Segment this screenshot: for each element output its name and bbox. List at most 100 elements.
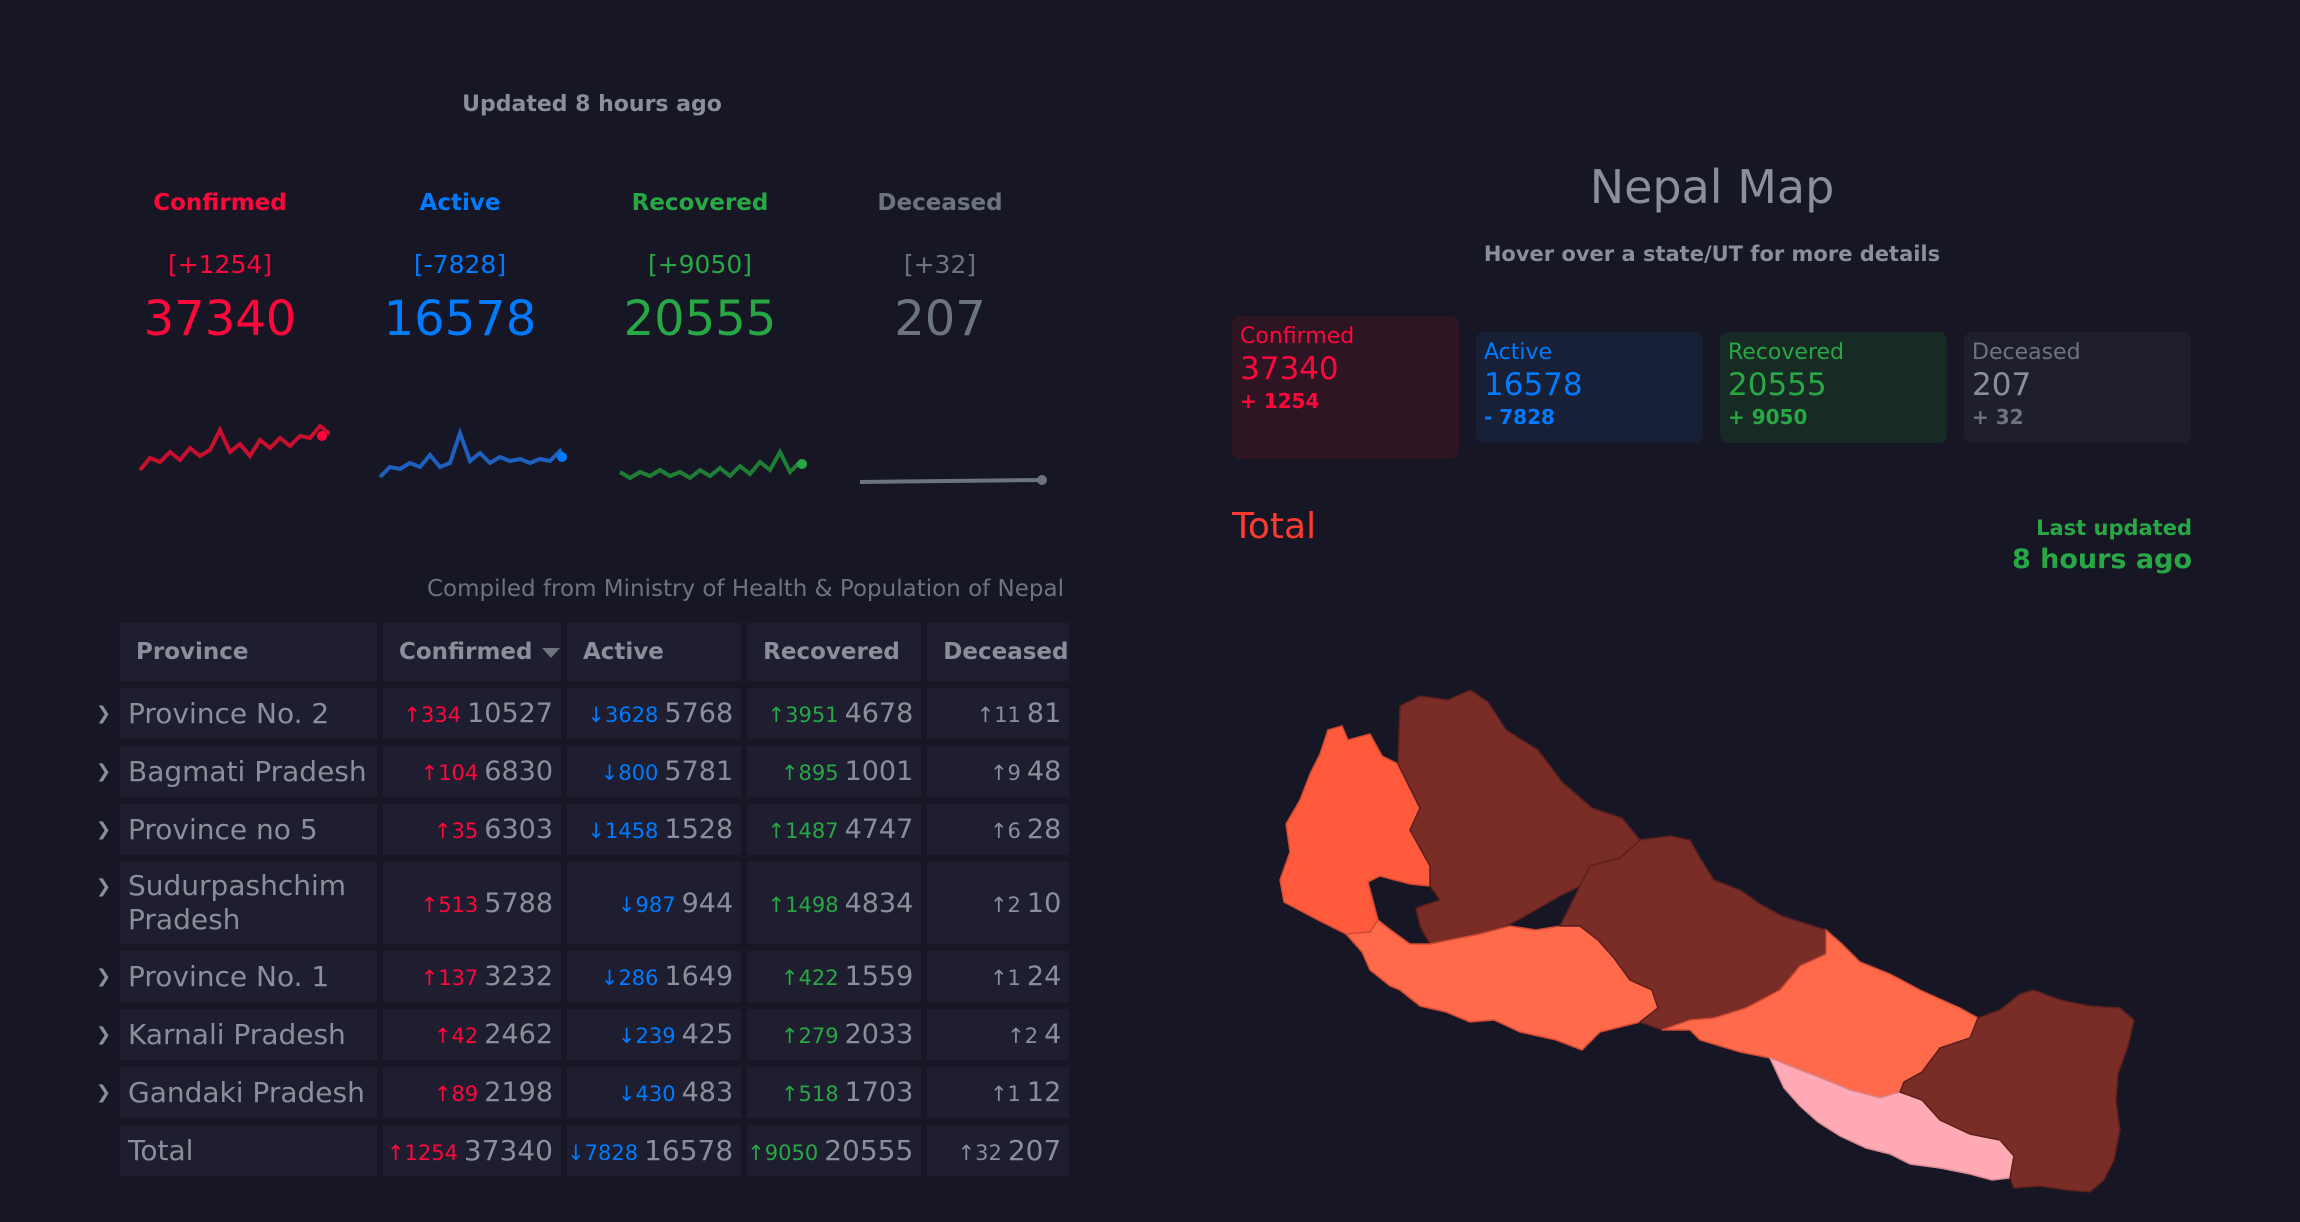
province-name[interactable]: ❯ Province No. 2 [96, 688, 377, 739]
province-1[interactable] [1899, 989, 2135, 1193]
level-deceased-label: Deceased [877, 190, 1003, 216]
map-stat-recovered-delta: + 9050 [1728, 405, 1808, 429]
level-confirmed-label: Confirmed [153, 190, 287, 216]
last-updated-value: 8 hours ago [2011, 544, 2192, 575]
confirmed-cell: ↑137 3232 [383, 951, 561, 1002]
deceased-cell: ↑32 207 [927, 1125, 1070, 1176]
header-recovered[interactable]: Recovered [747, 623, 922, 681]
recovered-cell: ↑1498 4834 [747, 862, 922, 944]
active-cell: ↓430 483 [567, 1067, 742, 1118]
map-stat-confirmed[interactable]: Confirmed 37340 + 1254 [1232, 316, 1459, 459]
updated-text: Updated 8 hours ago [462, 92, 722, 117]
level-confirmed-delta: [+1254] [167, 250, 273, 279]
arrow-up-icon: ↑334 [403, 703, 462, 727]
province-name[interactable]: ❯ Sudurpashchim Pradesh [96, 862, 377, 944]
chevron-right-icon[interactable]: ❯ [96, 875, 112, 897]
active-cell: ↓800 5781 [567, 746, 742, 797]
province-name[interactable]: ❯ Province no 5 [96, 804, 377, 855]
table-row[interactable]: ❯ Province no 5 ↑35 6303 ↓1458 1528 ↑1487 47… [96, 804, 1070, 855]
province-table: Province Confirmed Active Recovered Dece… [96, 616, 1075, 1183]
arrow-up-icon: ↑6 [989, 819, 1021, 843]
arrow-up-icon: ↑35 [433, 819, 479, 843]
arrow-down-icon: ↓430 [617, 1082, 676, 1106]
province-name[interactable]: ❯ Bagmati Pradesh [96, 746, 377, 797]
map-stat-deceased-value: 207 [1972, 367, 2032, 403]
arrow-up-icon: ↑895 [780, 761, 839, 785]
header-province[interactable]: Province [120, 623, 377, 681]
map-stat-recovered[interactable]: Recovered 20555 + 9050 [1720, 332, 1947, 443]
source-note: Compiled from Ministry of Health & Popul… [426, 576, 1064, 602]
chevron-right-icon[interactable]: ❯ [96, 1081, 112, 1103]
arrow-up-icon: ↑9050 [747, 1141, 819, 1165]
province-name[interactable]: ❯ Karnali Pradesh [96, 1009, 377, 1060]
level-deceased-value: 207 [894, 291, 986, 347]
level-recovered: Recovered [+9050] 20555 [590, 190, 810, 481]
last-updated-label: Last updated [2036, 516, 2192, 540]
chevron-right-icon[interactable]: ❯ [96, 1023, 112, 1045]
confirmed-cell: ↑1254 37340 [383, 1125, 561, 1176]
arrow-up-icon: ↑11 [976, 703, 1021, 727]
confirmed-cell: ↑334 10527 [383, 688, 561, 739]
deceased-cell: ↑9 48 [927, 746, 1070, 797]
arrow-up-icon: ↑1254 [386, 1141, 458, 1165]
chevron-right-icon[interactable]: ❯ [96, 760, 112, 782]
table-total-row: Total ↑1254 37340 ↓7828 16578 ↑9050 20555 ↑… [120, 1125, 1070, 1176]
recovered-cell: ↑279 2033 [747, 1009, 922, 1060]
arrow-down-icon: ↓1458 [587, 819, 659, 843]
arrow-up-icon: ↑42 [433, 1024, 479, 1048]
arrow-down-icon: ↓3628 [587, 703, 659, 727]
sparkline-recovered [618, 447, 807, 481]
active-cell: ↓7828 16578 [567, 1125, 742, 1176]
sparkline-active [378, 426, 567, 479]
arrow-up-icon: ↑32 [957, 1141, 1002, 1165]
arrow-up-icon: ↑137 [420, 966, 479, 990]
map-title: Nepal Map [1589, 160, 1835, 214]
header-confirmed[interactable]: Confirmed [383, 623, 561, 681]
province-name[interactable]: ❯ Gandaki Pradesh [96, 1067, 377, 1118]
sort-down-icon [542, 647, 561, 658]
level-recovered-value: 20555 [623, 291, 777, 347]
recovered-cell: ↑9050 20555 [747, 1125, 922, 1176]
arrow-up-icon: ↑422 [780, 966, 839, 990]
confirmed-cell: ↑513 5788 [383, 862, 561, 944]
recovered-cell: ↑518 1703 [747, 1067, 922, 1118]
arrow-down-icon: ↓800 [600, 761, 659, 785]
arrow-down-icon: ↓286 [600, 966, 659, 990]
level-confirmed: Confirmed [+1254] 37340 [110, 190, 330, 472]
map-stat-active[interactable]: Active 16578 - 7828 [1476, 332, 1703, 443]
province-karnali[interactable] [1397, 690, 1642, 945]
table-row[interactable]: ❯ Province No. 1 ↑137 3232 ↓286 1649 ↑422 15… [96, 951, 1070, 1002]
sparkline-deceased [859, 475, 1047, 485]
chevron-right-icon[interactable]: ❯ [96, 818, 112, 840]
arrow-up-icon: ↑1 [989, 1082, 1021, 1106]
level-confirmed-value: 37340 [143, 291, 297, 347]
province-name-text: Province No. 2 [128, 696, 330, 730]
province-name-text: Bagmati Pradesh [128, 754, 367, 788]
table-row[interactable]: ❯ Province No. 2 ↑334 10527 ↓3628 5768 ↑395… [96, 688, 1070, 739]
table-row[interactable]: ❯ Gandaki Pradesh ↑89 2198 ↓430 483 ↑518 170… [96, 1067, 1070, 1118]
province-name-text: Gandaki Pradesh [128, 1075, 365, 1109]
province-name[interactable]: ❯ Province No. 1 [96, 951, 377, 1002]
level-stats: Confirmed [+1254] 37340 Active [-7828] 1… [110, 190, 1070, 490]
chevron-right-icon[interactable]: ❯ [96, 965, 112, 987]
arrow-down-icon: ↓7828 [567, 1141, 639, 1165]
province-sudurpashchim[interactable] [1279, 725, 1431, 935]
header-active[interactable]: Active [567, 623, 742, 681]
table-row[interactable]: ❯ Sudurpashchim Pradesh ↑513 5788 ↓987 944 … [96, 862, 1070, 944]
level-deceased-delta: [+32] [903, 250, 977, 279]
arrow-up-icon: ↑89 [433, 1082, 479, 1106]
map-stat-active-value: 16578 [1484, 367, 1583, 403]
map-stat-deceased-label: Deceased [1972, 340, 2081, 365]
chevron-right-icon[interactable]: ❯ [96, 702, 112, 724]
arrow-up-icon: ↑1 [989, 966, 1021, 990]
province-name-text: Province No. 1 [128, 959, 330, 993]
province-name-text: Karnali Pradesh [128, 1017, 346, 1051]
arrow-up-icon: ↑279 [780, 1024, 839, 1048]
header-deceased[interactable]: Deceased [927, 623, 1070, 681]
recovered-cell: ↑3951 4678 [747, 688, 922, 739]
table-row[interactable]: ❯ Karnali Pradesh ↑42 2462 ↓239 425 ↑279 203… [96, 1009, 1070, 1060]
level-recovered-label: Recovered [631, 190, 769, 216]
map-stat-deceased[interactable]: Deceased 207 + 32 [1964, 332, 2191, 443]
table-row[interactable]: ❯ Bagmati Pradesh ↑104 6830 ↓800 5781 ↑895 1… [96, 746, 1070, 797]
arrow-down-icon: ↓987 [617, 892, 676, 917]
